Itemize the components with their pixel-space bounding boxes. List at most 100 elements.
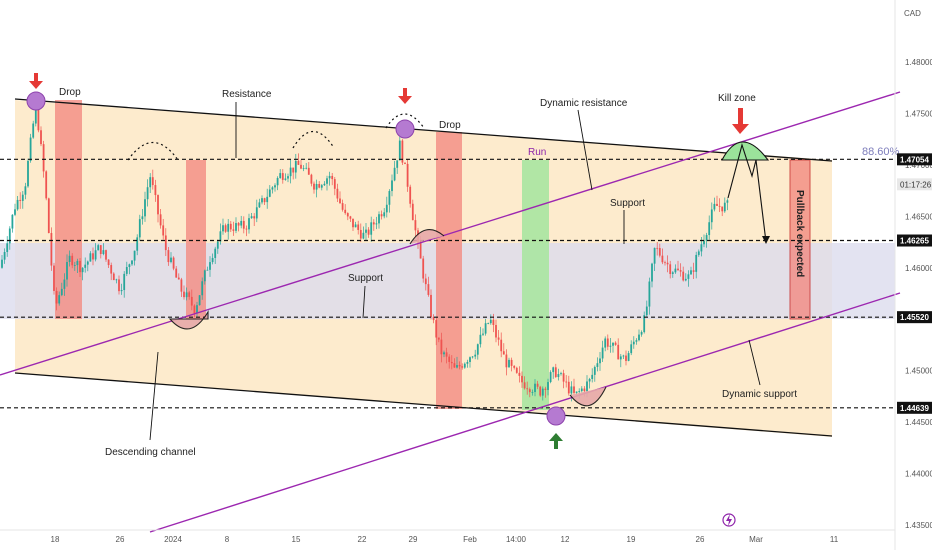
candle-body <box>445 352 448 357</box>
candle-body <box>112 273 115 281</box>
candle-body <box>71 255 74 266</box>
candle-body <box>268 189 271 197</box>
candle-body <box>21 194 24 201</box>
candle-body <box>401 140 404 163</box>
candle-body <box>518 372 521 376</box>
candle-body <box>45 171 48 199</box>
price-tags: 1.47054 1.46265 1.45520 1.44639 01:17:26 <box>897 153 932 414</box>
pivot-circle-2 <box>395 119 415 139</box>
candle-body <box>440 339 443 355</box>
candle-body <box>354 224 357 228</box>
candle-body <box>723 202 726 212</box>
bounce-arc-1 <box>168 310 209 330</box>
candle-body <box>510 359 513 366</box>
candle-body <box>331 175 334 180</box>
candle-body <box>336 188 339 199</box>
candle-body <box>170 257 172 263</box>
candle-body <box>474 354 477 357</box>
candle-body <box>453 363 456 368</box>
candle-body <box>102 250 105 255</box>
candle-body <box>570 386 573 394</box>
candle-body <box>289 167 292 177</box>
descending-channel-pointer <box>149 351 159 441</box>
candle-body <box>63 279 66 289</box>
candle-body <box>630 344 633 354</box>
candle-body <box>461 366 464 368</box>
drop-box-2 <box>186 160 206 319</box>
candle-body <box>232 229 235 231</box>
candle-body <box>97 245 100 251</box>
candle-body <box>94 250 97 260</box>
candle-body <box>437 337 440 340</box>
candle-body <box>497 337 500 340</box>
candle-body <box>664 262 666 264</box>
candle-body <box>671 272 674 274</box>
price-axis[interactable]: 1.480001.475001.470001.465001.460001.455… <box>905 58 932 530</box>
retest-arc <box>409 229 445 245</box>
candle-body <box>281 173 284 180</box>
candle-body <box>385 204 388 213</box>
candle-body <box>81 267 84 273</box>
candle-body <box>47 198 50 233</box>
candle-body <box>614 342 617 345</box>
price-tick-label: 1.47000 <box>905 161 932 170</box>
candle-body <box>544 388 547 390</box>
candle-body <box>708 222 711 236</box>
candle-body <box>552 367 555 373</box>
candle-body <box>274 185 276 188</box>
candle-body <box>29 137 32 161</box>
candle-body <box>554 367 557 378</box>
candle-body <box>560 373 562 375</box>
candle-body <box>146 187 149 200</box>
arrow-up-icon <box>549 433 563 449</box>
candle-body <box>248 218 250 230</box>
candle-body <box>216 241 219 249</box>
candle-body <box>458 365 461 367</box>
pivot-circle-1 <box>26 91 46 111</box>
candle-body <box>599 358 601 364</box>
candle-body <box>123 273 126 291</box>
candle-body <box>435 320 438 338</box>
candle-body <box>471 356 474 358</box>
level-price-tag-text: 1.46265 <box>900 237 929 246</box>
support-label-2: Support <box>610 198 645 209</box>
candle-body <box>138 219 141 238</box>
lightning-logo-icon[interactable] <box>722 513 736 527</box>
candle-body <box>549 372 552 383</box>
candle-body <box>302 168 305 170</box>
candle-body <box>206 269 209 271</box>
candle-body <box>185 292 188 298</box>
candle-body <box>42 144 45 172</box>
candle-body <box>3 252 6 260</box>
run-label: Run <box>528 147 546 158</box>
candle-body <box>651 263 653 282</box>
candle-body <box>157 195 159 215</box>
candle-body <box>203 270 206 282</box>
candle-body <box>310 174 313 184</box>
candle-body <box>235 223 237 231</box>
candle-body <box>292 167 295 173</box>
kill-zone-label: Kill zone <box>718 93 756 104</box>
time-axis[interactable]: 18 26 2024 8 15 22 29 Feb 14:00 12 19 26 Mar 11 <box>51 535 839 544</box>
price-tick-label: 1.46500 <box>905 212 932 221</box>
candle-body <box>261 198 263 203</box>
candle-body <box>567 381 570 394</box>
candle-body <box>55 290 58 304</box>
time-tick-label: 15 <box>292 535 301 544</box>
candle-body <box>250 216 253 219</box>
candle-body <box>682 271 685 281</box>
candle-body <box>180 279 183 292</box>
candle-body <box>133 250 136 261</box>
candle-body <box>448 356 451 362</box>
time-tick-label: 2024 <box>164 535 182 544</box>
candle-body <box>521 375 523 383</box>
candle-body <box>297 160 300 165</box>
candle-body <box>365 229 367 233</box>
candle-body <box>79 260 81 273</box>
time-tick-label: 18 <box>51 535 60 544</box>
candle-body <box>658 247 661 256</box>
candle-body <box>136 237 139 251</box>
arrow-down-icon <box>29 73 43 89</box>
